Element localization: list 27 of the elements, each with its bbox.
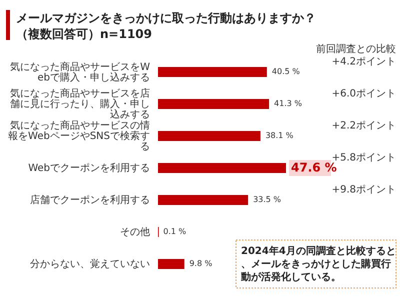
bar <box>158 163 286 173</box>
text: 前回調査との比較 <box>316 43 396 55</box>
bar <box>158 259 184 269</box>
y-tick-label: 気になった商品やサービスをWebで購入・申し込みする <box>10 60 150 83</box>
data-label: 38.1 % <box>265 131 294 140</box>
text: +6.0ポイント <box>332 88 396 100</box>
text: +9.8ポイント <box>332 184 396 196</box>
bar <box>158 195 248 205</box>
bar <box>158 99 270 109</box>
data-label: 40.5 % <box>272 67 300 76</box>
y-tick-label: 気になった商品やサービスを店舗に見に行ったり、購入・申し込みする <box>10 87 150 120</box>
text: +4.2ポイント <box>332 56 396 68</box>
y-tick-label: Webでクーポンを利用する <box>28 162 150 174</box>
text: +2.2ポイント <box>332 120 396 132</box>
y-tick-label: 気になった商品やサービスの情報をWebページやSNSで検索する <box>8 119 150 152</box>
data-label: 33.5 % <box>253 195 282 204</box>
y-tick-label: その他 <box>120 226 150 238</box>
bar <box>158 131 260 141</box>
chart-title: メールマガジンをきっかけに取った行動はありますか？ <box>16 11 316 25</box>
y-tick-label: 店舗でクーポンを利用する <box>30 194 150 206</box>
bar <box>158 67 267 77</box>
annotation: 2024年4月の同調査と比較すると、メールをきっかけとした購買行動が活発化している。 <box>240 244 396 283</box>
chart-subtitle: （複数回答可）n=1109 <box>16 27 152 41</box>
data-label: 41.3 % <box>274 99 302 108</box>
data-label: 0.1 % <box>163 227 187 236</box>
y-tick-label: 分からない、覚えていない <box>30 258 150 270</box>
data-label: 9.8 % <box>189 259 213 268</box>
